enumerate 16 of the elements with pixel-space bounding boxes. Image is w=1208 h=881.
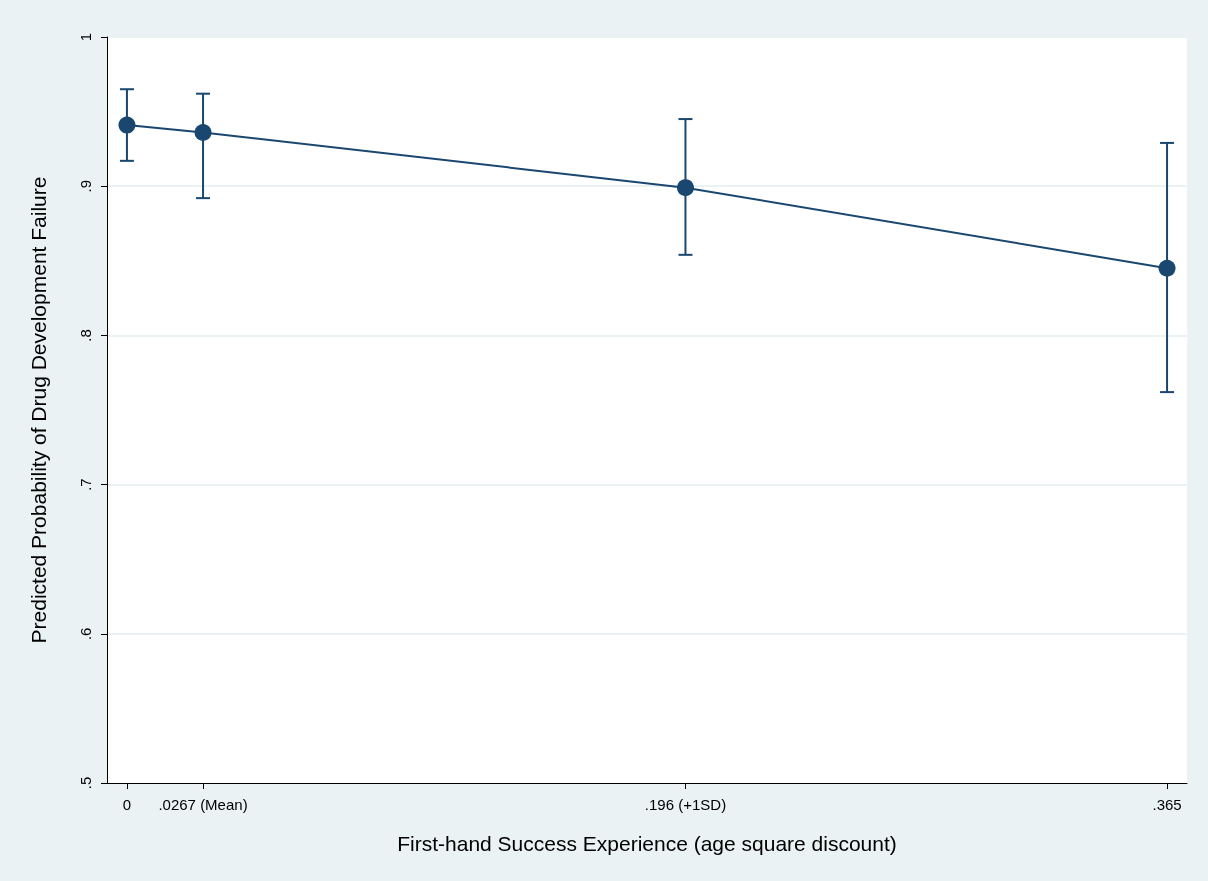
x-tick-label: .196 (+1SD): [644, 796, 727, 813]
x-tick-label: 0: [122, 796, 132, 813]
y-axis-title: Predicted Probability of Drug Development Failure: [27, 176, 50, 644]
y-tick-label: .6: [77, 627, 94, 641]
x-tick-label: .0267 (Mean): [158, 796, 248, 813]
y-tick-label: .7: [77, 478, 94, 491]
point: [118, 116, 136, 134]
point: [1158, 259, 1176, 277]
point: [676, 179, 694, 197]
x-axis-title: First-hand Success Experience (age square discount): [397, 832, 897, 855]
y-tick-label: .5: [77, 776, 94, 790]
y-tick-label: .9: [77, 179, 94, 193]
y-tick-label: .8: [77, 329, 94, 342]
x-tick-label: .365: [1152, 796, 1182, 813]
y-tick-label: 1: [77, 32, 94, 42]
point: [194, 123, 212, 141]
